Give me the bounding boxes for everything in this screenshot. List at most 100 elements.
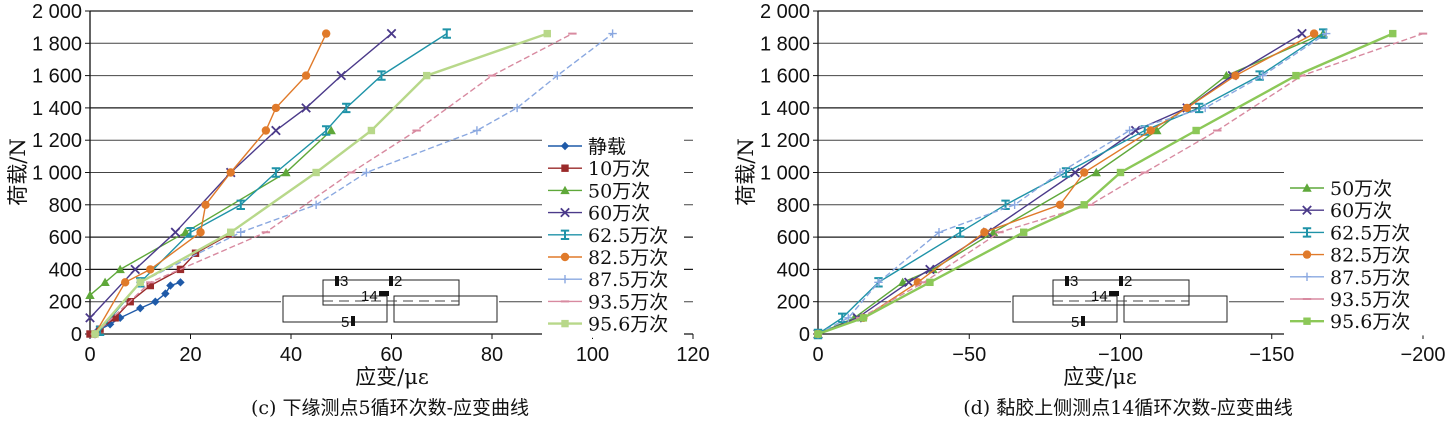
- legend-marker: [560, 185, 570, 195]
- legend-label: 95.6万次: [588, 314, 668, 336]
- gauge-3-mark: [335, 276, 339, 286]
- series-line: [817, 33, 1324, 335]
- y-tick-label: 1 000: [32, 163, 82, 185]
- y-tick-label: 0: [799, 324, 810, 346]
- data-point: [980, 228, 989, 237]
- y-tick-label: 1 400: [32, 98, 82, 120]
- data-point: [301, 71, 311, 80]
- series-d-0: [813, 28, 1328, 338]
- x-tick-label: 0: [84, 344, 95, 366]
- series-line: [817, 32, 1315, 335]
- data-point: [1192, 126, 1200, 135]
- data-point: [271, 167, 281, 178]
- series-line: [89, 33, 392, 319]
- y-tick-label: 200: [777, 292, 810, 314]
- data-point: [955, 227, 965, 238]
- data-point: [226, 168, 235, 177]
- legend-label: 50万次: [588, 180, 650, 202]
- legend-label: 82.5万次: [1330, 245, 1410, 267]
- legend-item: 82.5万次: [548, 247, 668, 269]
- data-point: [377, 70, 386, 81]
- data-point: [170, 227, 181, 238]
- series-c-8: [91, 29, 551, 338]
- legend-marker: [561, 319, 569, 328]
- legend-marker: [560, 229, 570, 240]
- specimen-inset: 3 2 14 5: [1011, 273, 1229, 331]
- legend-marker: [1303, 317, 1311, 325]
- data-point: [1201, 103, 1210, 113]
- legend-item: 93.5万次: [548, 291, 668, 313]
- legend-label: 95.6万次: [1330, 311, 1410, 333]
- legend-item: 87.5万次: [1290, 267, 1410, 289]
- y-tick-label: 1 400: [760, 98, 810, 120]
- data-point: [136, 303, 145, 313]
- chart-caption: (c) 下缘测点5循环次数-应变曲线: [251, 397, 529, 419]
- x-tick-label: −150: [1249, 344, 1294, 366]
- inset-lower-plate-left: [1012, 295, 1118, 323]
- legend-item: 62.5万次: [1290, 222, 1410, 244]
- legend-item: 95.6万次: [548, 314, 668, 336]
- data-point: [553, 71, 562, 80]
- y-tick-label: 2 000: [32, 1, 82, 23]
- legend-label: 93.5万次: [1330, 289, 1410, 311]
- data-point: [543, 29, 551, 38]
- data-point: [874, 278, 883, 287]
- data-point: [85, 313, 95, 323]
- data-point: [988, 227, 999, 236]
- data-point: [1258, 71, 1267, 80]
- data-point: [442, 28, 451, 39]
- data-point: [926, 278, 934, 287]
- legend-item: 62.5万次: [548, 225, 668, 247]
- data-point: [115, 264, 125, 274]
- y-tick-label: 1 800: [32, 33, 82, 55]
- legend-item: 60万次: [548, 203, 650, 225]
- gauge-3-label: 3: [340, 273, 348, 290]
- data-point: [227, 228, 235, 236]
- data-point: [86, 330, 94, 338]
- y-axis-label: 荷载/N: [6, 138, 30, 205]
- data-point: [472, 126, 482, 135]
- y-axis-label: 荷载/N: [734, 138, 758, 205]
- data-point: [311, 200, 321, 209]
- legend-marker: [560, 252, 570, 262]
- legend-marker: [560, 141, 570, 151]
- y-tick-label: 800: [777, 195, 810, 217]
- gauge-2-label: 2: [1124, 273, 1132, 290]
- y-tick-label: 600: [49, 227, 82, 249]
- data-point: [146, 265, 155, 274]
- chart-panel-d: 0 200 400 600 800 1 000 1 200 1 400 1 600 1 800 2 …: [734, 1, 1446, 419]
- gauge-5-mark: [1081, 316, 1085, 326]
- data-point: [1146, 126, 1155, 135]
- data-point: [814, 330, 822, 338]
- legend-item: 50万次: [548, 180, 650, 202]
- legend-marker: [561, 164, 569, 172]
- series-d-6: [814, 29, 1397, 338]
- data-point: [898, 277, 908, 287]
- data-point: [166, 281, 175, 290]
- data-point: [608, 29, 617, 38]
- data-point: [321, 125, 331, 136]
- data-point: [1080, 201, 1088, 209]
- legend-label: 60万次: [1330, 200, 1392, 222]
- data-point: [271, 125, 281, 136]
- y-tick-label: 1 600: [760, 66, 810, 88]
- y-tick-label: 800: [49, 195, 82, 217]
- data-point: [196, 228, 205, 237]
- data-point: [111, 314, 119, 322]
- gauge-2-mark: [1119, 276, 1123, 286]
- legend-label: 50万次: [1330, 178, 1392, 200]
- data-point: [386, 28, 397, 39]
- data-point: [844, 313, 853, 323]
- data-point: [1292, 71, 1300, 80]
- data-point: [100, 277, 110, 287]
- data-point: [1125, 126, 1134, 135]
- y-tick-label: 400: [777, 259, 810, 281]
- data-point: [281, 167, 291, 177]
- x-tick-label: −200: [1400, 344, 1445, 366]
- series-c-5: [90, 29, 331, 339]
- data-point: [85, 290, 95, 299]
- data-point: [236, 199, 245, 210]
- legend-marker: [560, 275, 570, 284]
- data-point: [1055, 200, 1065, 209]
